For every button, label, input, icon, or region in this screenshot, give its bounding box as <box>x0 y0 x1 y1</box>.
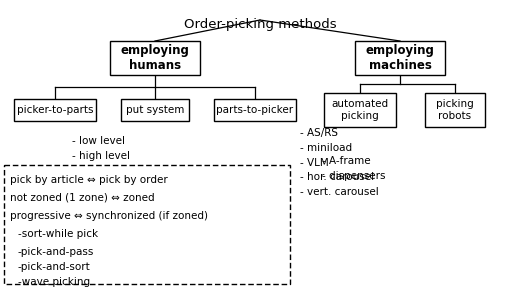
Text: -pick-and-sort: -pick-and-sort <box>18 262 91 272</box>
Text: picker-to-parts: picker-to-parts <box>17 105 93 115</box>
Text: picking
robots: picking robots <box>436 99 474 121</box>
Bar <box>355 41 445 75</box>
Bar <box>121 99 189 121</box>
Text: put system: put system <box>126 105 184 115</box>
Text: -sort-while pick: -sort-while pick <box>18 229 98 239</box>
Text: pick by article ⇔ pick by order: pick by article ⇔ pick by order <box>10 175 168 185</box>
Text: -pick-and-pass: -pick-and-pass <box>18 247 94 257</box>
Text: parts-to-picker: parts-to-picker <box>216 105 293 115</box>
Bar <box>324 93 396 127</box>
Text: progressive ⇔ synchronized (if zoned): progressive ⇔ synchronized (if zoned) <box>10 211 208 221</box>
Text: employing
humans: employing humans <box>120 44 190 72</box>
Bar <box>214 99 296 121</box>
Text: - low level
- high level: - low level - high level <box>72 136 130 161</box>
Text: employing
machines: employing machines <box>366 44 435 72</box>
Text: Order-picking methods: Order-picking methods <box>184 18 337 31</box>
Bar <box>110 41 200 75</box>
Bar <box>14 99 96 121</box>
Text: -wave picking: -wave picking <box>18 277 90 287</box>
Bar <box>425 93 485 127</box>
Text: automated
picking: automated picking <box>331 99 389 121</box>
Text: - AS/RS
- miniload
- VLM
- hor. carousel
- vert. carousel: - AS/RS - miniload - VLM - hor. carousel… <box>300 128 379 197</box>
Text: - A-frame
- dispensers: - A-frame - dispensers <box>322 156 386 181</box>
Bar <box>4 165 290 284</box>
Text: not zoned (1 zone) ⇔ zoned: not zoned (1 zone) ⇔ zoned <box>10 193 155 203</box>
